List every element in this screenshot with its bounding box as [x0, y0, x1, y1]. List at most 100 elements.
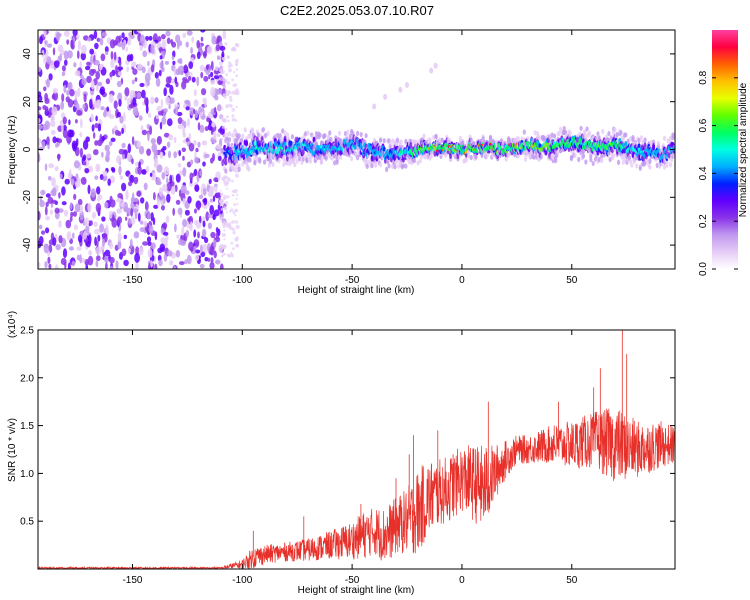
noise-point: [109, 256, 115, 264]
noise-point: [184, 209, 190, 216]
noise-point: [108, 140, 113, 147]
noise-point: [213, 75, 220, 80]
noise-point: [200, 244, 203, 253]
noise-point: [138, 115, 143, 121]
noise-point: [95, 163, 101, 172]
noise-point: [62, 128, 68, 139]
spectrogram-xlabel: Height of straight line (km): [298, 285, 415, 296]
y-tick-label: 20: [22, 96, 33, 108]
noise-point: [223, 253, 226, 256]
noise-point: [39, 36, 43, 45]
noise-point: [138, 247, 144, 256]
noise-point: [104, 255, 110, 263]
noise-point: [48, 73, 53, 81]
noise-point: [136, 140, 141, 148]
noise-point: [160, 66, 165, 73]
noise-point: [46, 43, 53, 48]
noise-point: [148, 112, 152, 118]
noise-point: [38, 106, 42, 111]
noise-point: [215, 227, 219, 233]
ridge-point: [601, 128, 605, 135]
noise-point: [231, 108, 236, 112]
ridge-point: [404, 138, 408, 144]
noise-point: [182, 155, 185, 161]
noise-point: [86, 75, 92, 84]
noise-point: [181, 80, 187, 90]
noise-point: [235, 197, 238, 200]
noise-point: [133, 176, 138, 185]
noise-point: [182, 219, 188, 228]
noise-point: [103, 175, 108, 181]
noise-point: [193, 89, 197, 97]
ridge-point: [385, 166, 389, 173]
noise-point: [81, 77, 87, 86]
noise-point: [121, 42, 126, 51]
noise-point: [96, 240, 99, 247]
noise-point: [100, 53, 106, 62]
noise-point: [113, 100, 118, 110]
noise-point: [216, 104, 222, 112]
noise-point: [234, 237, 239, 242]
noise-point: [61, 124, 64, 133]
noise-point: [76, 246, 82, 251]
noise-point: [79, 74, 84, 79]
noise-point: [118, 148, 125, 155]
ridge-point: [608, 156, 612, 163]
noise-point: [220, 137, 224, 141]
noise-point: [150, 44, 155, 55]
noise-point: [44, 40, 48, 45]
noise-point: [235, 68, 239, 71]
noise-point: [115, 260, 119, 269]
noise-point: [213, 131, 217, 140]
ridge-point: [243, 127, 247, 133]
noise-point: [109, 71, 113, 78]
x-tick-label: -100: [232, 275, 252, 286]
noise-point: [102, 170, 108, 176]
noise-point: [163, 166, 170, 176]
noise-point: [57, 153, 60, 162]
noise-point: [38, 262, 41, 268]
noise-point: [169, 260, 174, 266]
ridge-point: [252, 147, 256, 154]
noise-point: [218, 115, 224, 120]
noise-point: [117, 239, 122, 250]
noise-point: [225, 73, 229, 77]
noise-point: [222, 197, 226, 201]
ridge-point: [261, 127, 265, 133]
noise-point: [159, 243, 165, 252]
noise-point: [177, 207, 183, 215]
ridge-point: [319, 159, 323, 165]
noise-point: [169, 84, 174, 95]
ridge-point: [629, 136, 633, 142]
noise-point: [220, 263, 224, 269]
noise-point: [61, 186, 66, 196]
noise-point: [60, 257, 67, 266]
noise-point: [93, 30, 98, 40]
noise-point: [197, 231, 200, 239]
noise-point: [173, 151, 178, 159]
noise-point: [199, 64, 205, 72]
noise-point: [158, 259, 163, 267]
noise-point: [209, 262, 215, 269]
noise-point: [234, 173, 240, 178]
ridge-point: [240, 137, 244, 143]
noise-point: [137, 63, 143, 70]
noise-point: [224, 182, 229, 187]
ridge-point: [592, 150, 597, 156]
noise-point: [88, 250, 93, 256]
noise-point: [153, 204, 159, 209]
noise-point: [106, 150, 111, 157]
noise-point: [193, 245, 197, 255]
noise-point: [76, 254, 81, 261]
noise-point: [74, 98, 78, 108]
ridge-point: [504, 156, 508, 162]
noise-point: [45, 106, 49, 113]
noise-point: [226, 187, 229, 190]
noise-point: [153, 149, 158, 156]
noise-point: [157, 198, 160, 208]
noise-point: [185, 229, 190, 238]
noise-point: [136, 190, 142, 197]
noise-point: [231, 179, 234, 183]
noise-point: [210, 257, 214, 264]
noise-point: [94, 175, 99, 180]
